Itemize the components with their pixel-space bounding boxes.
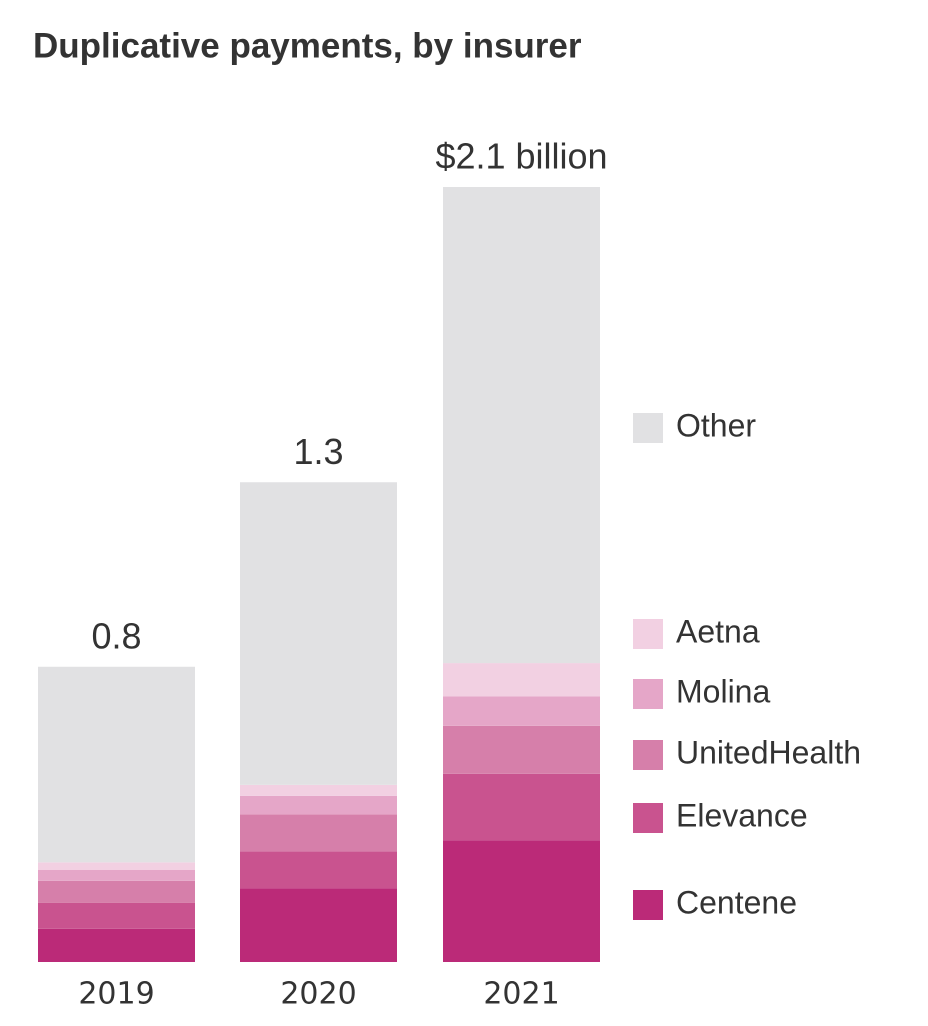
- legend-swatch: [633, 619, 663, 649]
- bar-segment: [443, 725, 600, 774]
- bar-segment: [443, 773, 600, 841]
- legend-label: Other: [676, 407, 756, 443]
- total-label: 0.8: [91, 615, 141, 656]
- x-tick-label: 2020: [280, 977, 356, 1012]
- bar-segment: [443, 663, 600, 697]
- legend-label: Centene: [676, 884, 797, 920]
- bar-segment: [443, 840, 600, 962]
- bar-segment: [240, 784, 397, 796]
- legend-label: Elevance: [676, 797, 808, 833]
- chart-title: Duplicative payments, by insurer: [33, 26, 582, 65]
- legend-swatch: [633, 740, 663, 770]
- legend-label: UnitedHealth: [676, 734, 861, 770]
- bar-segment: [240, 482, 397, 785]
- bar-segment: [240, 814, 397, 852]
- legend-swatch: [633, 890, 663, 920]
- bar-segment: [240, 795, 397, 815]
- bar-segment: [38, 880, 195, 903]
- legend-label: Aetna: [676, 613, 760, 649]
- bar-segment: [38, 928, 195, 962]
- bar-segment: [38, 869, 195, 881]
- bar-segment: [38, 862, 195, 870]
- total-label: 1.3: [293, 431, 343, 472]
- bar-segment: [443, 187, 600, 664]
- legend-swatch: [633, 413, 663, 443]
- legend-swatch: [633, 803, 663, 833]
- bar-segment: [240, 851, 397, 889]
- bar-segment: [38, 666, 195, 863]
- legend-swatch: [633, 679, 663, 709]
- x-tick-label: 2019: [78, 977, 154, 1012]
- bar-segment: [240, 888, 397, 962]
- legend-label: Molina: [676, 673, 770, 709]
- total-label: $2.1 billion: [435, 136, 607, 177]
- bar-segment: [443, 696, 600, 726]
- x-tick-label: 2021: [483, 977, 559, 1012]
- bar-segment: [38, 902, 195, 929]
